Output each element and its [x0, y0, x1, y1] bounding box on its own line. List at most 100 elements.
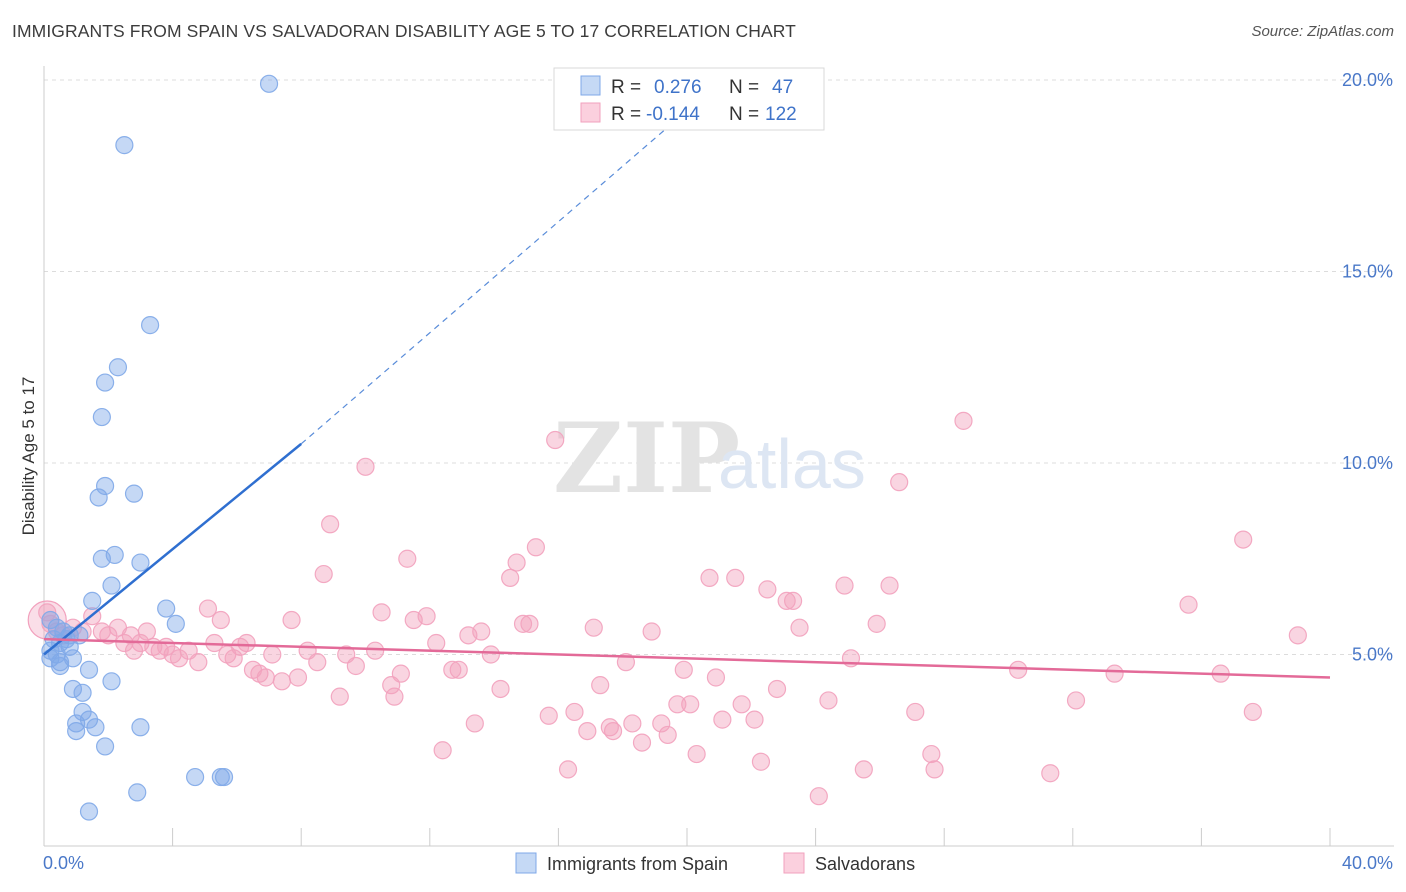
gridlines	[44, 79, 1394, 655]
spain-point-2	[140, 316, 160, 335]
spain-point-39	[67, 721, 86, 741]
salvadorans-point-62	[507, 553, 526, 572]
salvadorans-point-81	[668, 695, 687, 714]
salvadorans-point-91	[751, 752, 771, 771]
bottom-legend-swatch-pink	[783, 852, 805, 874]
chart-source: Source: ZipAtlas.com	[1251, 23, 1394, 40]
spain-point-8	[124, 484, 144, 503]
salvadorans-point-103	[880, 576, 899, 595]
legend-r-label-1: R =	[611, 77, 641, 98]
salvadorans-point-22	[198, 599, 218, 618]
salvadorans-point-110	[1041, 764, 1060, 783]
salvadorans-point-97	[809, 787, 828, 806]
salvadorans-point-108	[954, 411, 973, 430]
bottom-legend-swatch-blue	[515, 852, 537, 874]
spain-point-41	[95, 737, 115, 756]
salvadorans-point-33	[272, 672, 292, 691]
spain-point-4	[95, 373, 115, 392]
salvadorans-point-66	[539, 706, 558, 725]
salvadorans-point-34	[282, 610, 301, 630]
salvadorans-point-76	[623, 714, 642, 733]
legend-r-label-2: R =	[611, 104, 641, 125]
spain-point-0	[259, 74, 279, 93]
salvadorans-point-104	[890, 473, 909, 492]
legend-swatch-blue	[580, 75, 601, 96]
salvadorans-point-37	[308, 653, 327, 672]
salvadorans-point-93	[767, 679, 787, 699]
spain-point-5	[92, 407, 111, 427]
legend-top: R = 0.276 N = 47 R = -0.144 N = 122	[553, 67, 825, 131]
axes	[43, 66, 1394, 847]
salvadorans-point-99	[835, 576, 854, 595]
legend-r-value-2: -0.144	[646, 104, 700, 125]
salvadorans-point-77	[632, 733, 652, 752]
legend-r-value-1: 0.276	[654, 77, 702, 98]
spain-point-40	[131, 718, 150, 737]
salvadorans-point-49	[398, 549, 417, 568]
legend-n-value-1: 47	[772, 77, 793, 98]
spain-point-42	[186, 767, 205, 787]
salvadorans-point-92	[758, 580, 777, 599]
salvadorans-point-84	[687, 744, 706, 764]
salvadorans-point-53	[433, 741, 452, 760]
salvadorans-point-52	[427, 633, 446, 653]
salvadorans-point-109	[1009, 660, 1028, 679]
salvadorans-point-39	[321, 515, 340, 534]
spain-point-45	[128, 783, 147, 802]
trend-line-salvadorans	[43, 637, 1331, 679]
spain-point-33	[63, 679, 83, 699]
salvadorans-point-43	[356, 457, 375, 476]
salvadorans-point-40	[330, 687, 349, 706]
chart-title: IMMIGRANTS FROM SPAIN VS SALVADORAN DISA…	[12, 21, 796, 41]
x-tick-label-1: 40.0%	[1342, 853, 1393, 873]
salvadorans-point-48	[391, 664, 410, 683]
spain-point-6	[95, 476, 115, 496]
salvadorans-point-96	[790, 618, 809, 637]
spain-point-31	[79, 660, 99, 679]
spain-point-7	[89, 488, 108, 507]
salvadorans-point-116	[1243, 702, 1262, 722]
salvadorans-point-95	[783, 591, 803, 610]
salvadorans-point-61	[501, 568, 520, 588]
spain-point-15	[166, 614, 185, 633]
salvadorans-point-64	[520, 614, 539, 633]
salvadorans-point-79	[652, 714, 671, 733]
legend-swatch-pink	[580, 102, 601, 123]
salvadorans-point-55	[449, 660, 468, 679]
salvadorans-point-65	[526, 538, 545, 557]
y-tick-label-1: 10.0%	[1342, 453, 1393, 473]
salvadorans-point-19	[169, 649, 189, 668]
salvadorans-point-54	[443, 660, 462, 679]
salvadorans-point-115	[1234, 530, 1253, 549]
salvadorans-point-107	[925, 760, 944, 779]
legend-n-label-1: N =	[729, 77, 759, 98]
salvadorans-point-106	[922, 744, 941, 764]
salvadorans-point-32	[263, 645, 282, 664]
salvadorans-point-85	[700, 568, 719, 588]
spain-point-11	[131, 553, 150, 572]
salvadorans-point-75	[616, 653, 636, 672]
salvadorans-point-90	[745, 710, 764, 729]
salvadorans-point-31	[256, 668, 275, 687]
salvadorans-point-102	[867, 614, 886, 633]
salvadorans-point-21	[189, 653, 208, 672]
trend-line-spain-extended	[300, 110, 688, 445]
salvadorans-point-88	[726, 568, 745, 588]
salvadorans-point-113	[1179, 595, 1198, 614]
salvadorans-point-47	[385, 687, 404, 706]
salvadorans-point-28	[237, 633, 256, 653]
spain-point-38	[86, 718, 105, 737]
salvadorans-point-112	[1105, 664, 1124, 683]
salvadorans-point-42	[346, 656, 365, 676]
salvadorans-point-57	[465, 714, 484, 733]
spain-point-44	[214, 767, 234, 787]
spain-point-1	[115, 136, 134, 155]
salvadorans-point-94	[777, 591, 796, 610]
salvadorans-point-101	[854, 760, 873, 779]
salvadorans-point-111	[1066, 691, 1086, 710]
salvadorans-point-44	[366, 641, 385, 660]
bottom-legend-label-blue: Immigrants from Spain	[547, 854, 728, 874]
salvadorans-point-45	[372, 603, 391, 622]
salvadorans-point-83	[681, 695, 700, 714]
